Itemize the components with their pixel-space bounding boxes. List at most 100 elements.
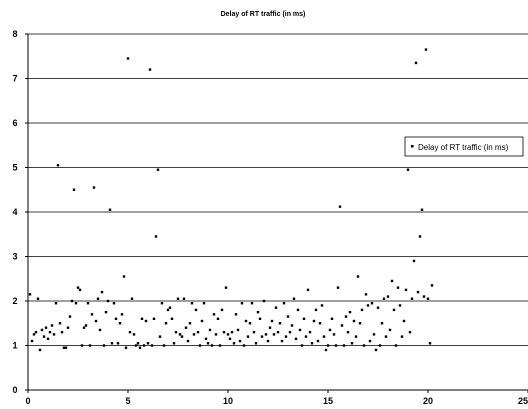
data-point	[182, 297, 186, 300]
data-point	[70, 299, 74, 303]
data-point	[134, 344, 138, 347]
legend-marker	[411, 145, 414, 148]
data-point	[102, 344, 106, 347]
data-point	[38, 348, 42, 352]
y-tick-label: 4	[12, 207, 17, 217]
y-tick-labels: 0 1 2 3 4 5 6 7 8	[12, 29, 28, 395]
data-point	[218, 344, 222, 347]
x-tick-labels: 0 5 10 15 20 25	[25, 390, 528, 406]
legend-box	[404, 136, 524, 157]
data-point	[310, 342, 314, 345]
data-point	[180, 335, 184, 338]
data-point	[318, 322, 322, 325]
data-point	[92, 186, 96, 189]
data-point	[294, 337, 298, 341]
data-point	[332, 333, 336, 336]
data-point	[194, 308, 198, 312]
x-tick-label: 25	[518, 396, 528, 406]
data-point	[76, 286, 80, 289]
data-point	[178, 333, 182, 336]
data-point	[298, 328, 302, 332]
data-point	[354, 335, 358, 338]
data-point	[376, 306, 380, 309]
data-point	[232, 342, 236, 345]
data-point	[56, 164, 60, 167]
data-point	[152, 317, 156, 320]
legend-label: Delay of RT traffic (in ms)	[418, 143, 509, 152]
data-point	[420, 208, 424, 211]
data-point	[192, 333, 196, 336]
data-point	[62, 346, 66, 349]
data-point	[138, 346, 142, 349]
data-point	[130, 297, 134, 300]
data-point	[150, 344, 154, 347]
data-point	[98, 328, 102, 332]
data-point	[428, 342, 432, 345]
data-point	[382, 297, 386, 300]
data-point	[68, 315, 72, 318]
data-point	[168, 306, 172, 309]
data-point	[344, 315, 348, 318]
data-point	[140, 317, 144, 320]
data-point	[248, 322, 252, 325]
data-point	[40, 328, 44, 332]
data-point	[242, 344, 246, 347]
chart-title: Delay of RT traffic (in ms)	[221, 11, 306, 18]
data-point	[350, 342, 354, 345]
data-point	[118, 322, 122, 325]
data-point	[104, 310, 108, 314]
x-tick-label: 0	[25, 396, 30, 406]
data-point	[108, 208, 112, 211]
x-tick-label: 10	[223, 396, 233, 406]
data-point	[48, 330, 52, 334]
data-point	[160, 302, 164, 305]
x-tick-label: 5	[125, 396, 130, 406]
data-point	[114, 317, 118, 320]
data-point	[234, 313, 238, 316]
data-point	[336, 286, 340, 289]
data-point	[46, 337, 50, 341]
data-point	[86, 302, 90, 305]
data-point	[258, 317, 262, 320]
legend: Delay of RT traffic (in ms)	[404, 136, 524, 157]
gridlines	[28, 33, 528, 346]
data-point	[256, 310, 260, 314]
data-point	[284, 335, 288, 338]
data-point	[206, 342, 210, 345]
data-point	[84, 324, 88, 327]
data-point	[254, 342, 258, 345]
data-point	[80, 344, 84, 347]
data-point	[30, 339, 34, 343]
data-point	[392, 308, 396, 312]
data-point	[244, 319, 248, 323]
data-point	[364, 293, 368, 296]
data-point	[360, 308, 364, 312]
data-point	[156, 168, 160, 171]
data-point	[100, 290, 104, 294]
data-point	[58, 322, 62, 325]
data-point	[96, 297, 100, 300]
data-point	[396, 286, 400, 289]
data-point	[416, 290, 420, 294]
y-tick-label: 5	[12, 163, 17, 173]
data-point	[338, 205, 342, 208]
data-point	[72, 188, 76, 191]
data-point	[200, 319, 204, 323]
data-point	[28, 293, 32, 296]
data-point	[304, 335, 308, 338]
data-point	[32, 333, 36, 336]
data-point	[226, 333, 230, 336]
data-point	[36, 297, 40, 300]
data-point	[126, 57, 130, 60]
data-point	[388, 328, 392, 332]
data-point	[88, 344, 92, 347]
data-point	[330, 317, 334, 320]
y-tick-label: 7	[12, 74, 17, 84]
data-point	[342, 344, 346, 347]
data-point	[366, 304, 370, 307]
data-point	[424, 48, 428, 51]
data-point	[190, 302, 194, 305]
data-point	[430, 284, 434, 287]
